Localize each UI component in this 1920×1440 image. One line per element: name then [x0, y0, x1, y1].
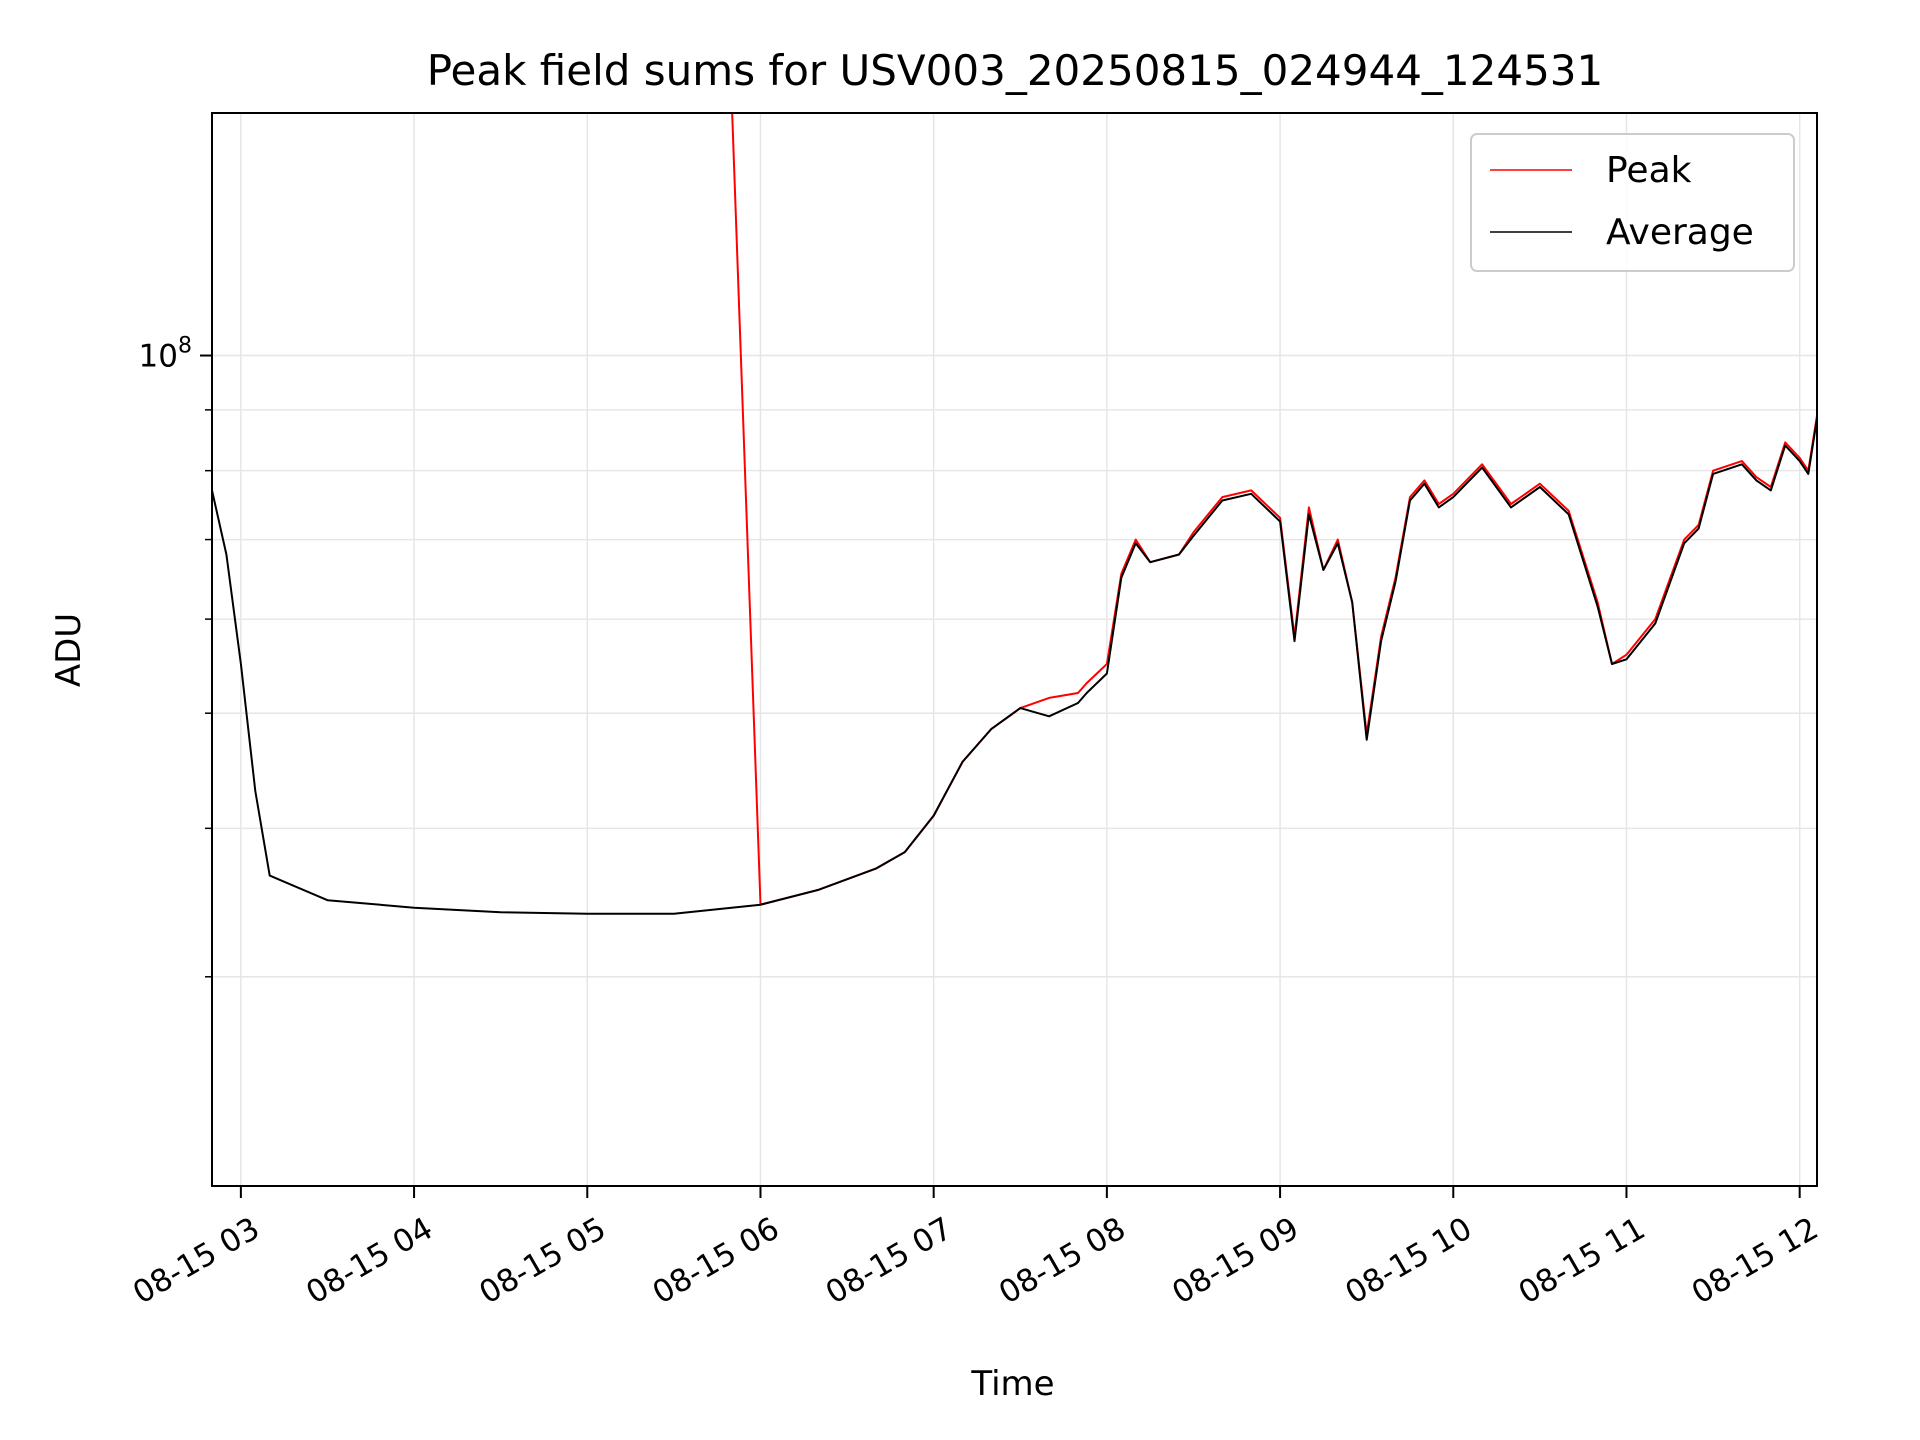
legend-label-peak: Peak	[1606, 150, 1692, 191]
series-line-peak	[731, 113, 1817, 906]
series-layer	[212, 113, 1817, 915]
y-tick-label: 108	[139, 334, 192, 375]
legend-box	[1470, 133, 1795, 272]
y-axis-label: ADU	[49, 613, 89, 687]
legend: Peak Average	[1470, 133, 1795, 272]
legend-label-average: Average	[1606, 212, 1754, 253]
chart-title: Peak field sums for USV003_20250815_0249…	[427, 46, 1604, 95]
grid	[212, 113, 1817, 1186]
series-line-average	[212, 418, 1817, 915]
x-axis-label: Time	[970, 1364, 1054, 1404]
plot-frame	[211, 112, 1818, 1187]
